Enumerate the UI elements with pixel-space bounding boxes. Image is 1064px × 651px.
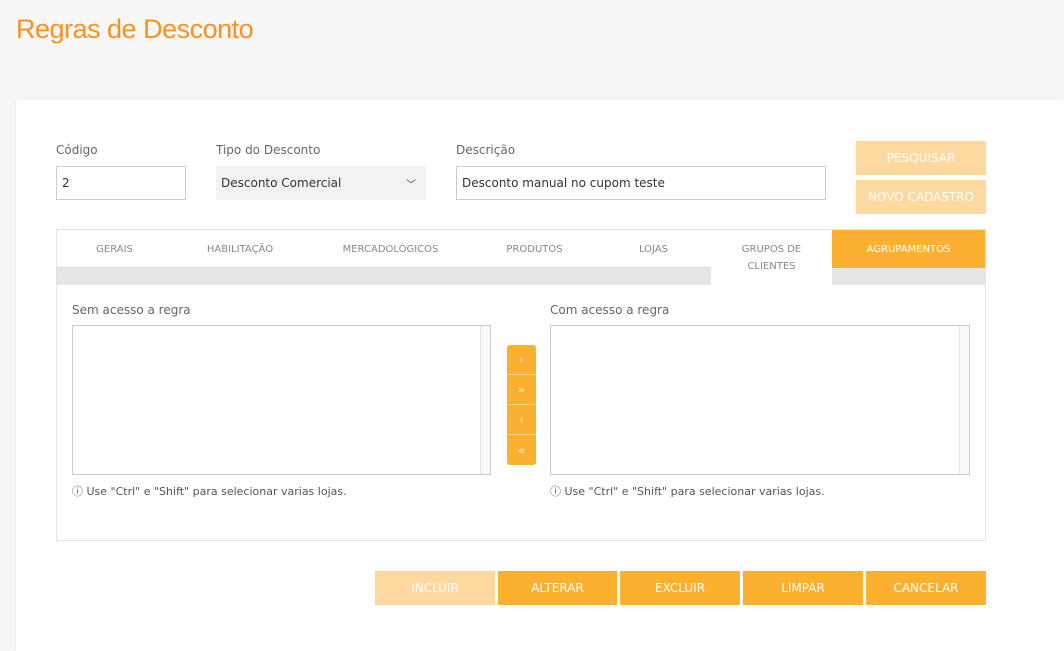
pesquisar-button[interactable]: PESQUISAR <box>856 141 986 175</box>
novo-cadastro-button[interactable]: NOVO CADASTRO <box>856 180 986 214</box>
tab-strip <box>57 268 985 285</box>
tipo-label: Tipo do Desconto <box>216 143 321 157</box>
right-hint: ⓘ Use "Ctrl" e "Shift" para selecionar v… <box>550 483 825 499</box>
move-right-button[interactable]: › <box>507 345 536 375</box>
sem-acesso-label: Sem acesso a regra <box>72 303 191 317</box>
com-acesso-list[interactable] <box>550 325 970 475</box>
incluir-button[interactable]: INCLUIR <box>375 571 495 605</box>
info-icon: ⓘ <box>72 485 83 498</box>
cancelar-button[interactable]: CANCELAR <box>866 571 986 605</box>
scrollbar[interactable] <box>959 326 969 474</box>
codigo-label: Código <box>56 143 98 157</box>
info-icon: ⓘ <box>550 485 561 498</box>
tab-mercadologicos[interactable]: MERCADOLÓGICOS <box>342 243 439 255</box>
sem-acesso-list[interactable] <box>72 325 491 475</box>
descricao-label: Descrição <box>456 143 516 157</box>
com-acesso-label: Com acesso a regra <box>550 303 670 317</box>
tab-grupos-de-clientes[interactable]: GRUPOS DE CLIENTES <box>711 230 832 285</box>
limpar-button[interactable]: LIMPAR <box>743 571 863 605</box>
hint-text: Use "Ctrl" e "Shift" para selecionar var… <box>564 485 825 498</box>
move-all-right-button[interactable]: » <box>507 375 536 405</box>
move-left-button[interactable]: ‹ <box>507 405 536 435</box>
codigo-input[interactable]: 2 <box>56 166 186 200</box>
chevron-down-icon: ﹀ <box>406 179 416 191</box>
tab-lojas[interactable]: LOJAS <box>638 243 669 255</box>
hint-text: Use "Ctrl" e "Shift" para selecionar var… <box>86 485 347 498</box>
tab-gerais[interactable]: GERAIS <box>96 243 133 255</box>
descricao-input[interactable]: Desconto manual no cupom teste <box>456 166 826 200</box>
move-all-left-button[interactable]: « <box>518 443 525 457</box>
tab-produtos[interactable]: PRODUTOS <box>506 243 563 255</box>
scrollbar[interactable] <box>480 326 490 474</box>
excluir-button[interactable]: EXCLUIR <box>620 571 740 605</box>
tab-bar: GERAIS HABILITAÇÃO MERCADOLÓGICOS PRODUT… <box>57 230 985 285</box>
tipo-select[interactable]: Desconto Comercial ﹀ <box>216 166 426 200</box>
tab-panel: GERAIS HABILITAÇÃO MERCADOLÓGICOS PRODUT… <box>56 229 986 541</box>
move-buttons: › » ‹ « <box>507 345 536 465</box>
left-hint: ⓘ Use "Ctrl" e "Shift" para selecionar v… <box>72 483 347 499</box>
tipo-value: Desconto Comercial <box>221 176 342 190</box>
tab-habilitacao[interactable]: HABILITAÇÃO <box>206 243 274 255</box>
alterar-button[interactable]: ALTERAR <box>498 571 617 605</box>
page-title: Regras de Desconto <box>16 14 254 44</box>
tab-agrupamentos[interactable]: AGRUPAMENTOS <box>832 230 985 268</box>
